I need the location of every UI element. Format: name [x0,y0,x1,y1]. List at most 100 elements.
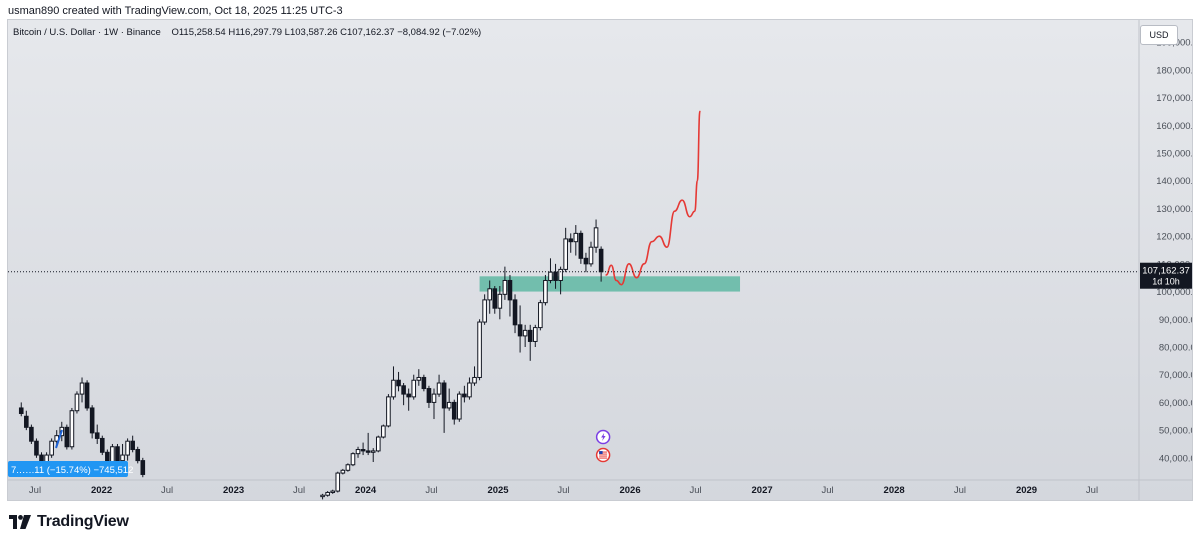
candle-body [568,238,574,243]
candle-body [120,454,125,462]
candle-body [462,393,467,398]
y-tick-label: 170,000.00 [1156,93,1193,104]
x-tick-label: Jul [293,485,305,496]
candle-body [79,382,85,395]
candle-body [573,232,579,243]
candle-body [457,393,462,420]
x-tick-label: 2023 [223,485,244,496]
projection-path[interactable] [605,110,701,286]
y-tick-label: 180,000.00 [1156,65,1193,76]
candle-body [335,472,341,492]
candle-body [49,440,54,456]
candle-body [416,376,422,381]
candle-body [64,426,70,448]
candle-body [548,271,553,281]
measure-tooltip-bg [8,461,128,477]
price-badge-value: 107,162.37 [1142,266,1190,277]
candle-body [411,379,417,398]
candle-body [360,449,366,452]
candle-body [340,469,346,474]
candle-body [507,279,513,301]
candle-body [24,415,29,428]
candle-body [578,232,584,259]
candle-body [553,271,558,281]
candle-body [426,388,432,403]
y-tick-label: 90,000.00 [1159,315,1193,326]
measure-tooltip-text: 7.‥‥.11 (−15.74%) −745,512 [11,465,133,476]
candle-body [441,382,447,409]
candle-body [375,436,381,452]
candle-body [497,293,503,309]
chart-area[interactable]: 40,000.00 50,000.00 60,000.00 70,000.00 80,0… [7,19,1193,501]
candle-body [538,302,543,329]
x-tick-label: Jul [425,485,437,496]
candle-body [89,407,95,434]
candle-body [345,464,351,471]
symbol-title[interactable]: Bitcoin / U.S. Dollar · 1W · Binance [13,27,161,38]
x-tick-label: Jul [161,485,173,496]
candle-body [482,299,487,323]
candle-body [436,382,442,395]
candle-body [563,238,568,270]
candle-body [446,401,452,409]
brand-name: TradingView [37,513,129,530]
us-flag-icon[interactable] [595,447,611,463]
candle-body [543,279,548,304]
x-tick-label: Jul [689,485,701,496]
candle-body [477,321,482,378]
candle-body [431,393,437,403]
y-tick-label: 50,000.00 [1159,426,1193,437]
y-tick-label: 150,000.00 [1156,149,1193,160]
candle-body [365,450,371,453]
candle-body [135,449,141,462]
candle-body [522,329,528,337]
event-lightning-icon[interactable] [595,429,611,445]
event-lightning-bolt [601,433,606,442]
candle-body [396,379,401,387]
x-tick-label: Jul [29,485,41,496]
candle-body [325,491,330,496]
candle-body [74,393,80,412]
candle-body [34,440,39,456]
price-badge-bg [1140,262,1192,289]
candle-body [386,396,391,427]
x-tick-label: Jul [557,485,569,496]
y-tick-label: 120,000.00 [1156,232,1193,243]
currency-button[interactable]: USD [1140,25,1178,45]
candle-body [492,288,498,309]
candle-body [451,401,457,420]
y-tick-label: 160,000.00 [1156,121,1193,132]
y-tick-label: 70,000.00 [1159,370,1193,381]
candle-body [69,410,75,448]
support-zone[interactable] [479,276,741,292]
candle-body [99,437,105,453]
tradingview-brand[interactable]: TradingView [9,513,129,531]
candle-body [330,490,336,493]
chart-caption: usman890 created with TradingView.com, O… [8,5,343,17]
y-tick-label: 60,000.00 [1159,398,1193,409]
candle-body [381,425,386,438]
y-tick-label: 100,000.00 [1156,287,1193,298]
candle-body [125,440,130,456]
candle-body [355,449,361,455]
candle-body [320,494,325,498]
candle-body [593,227,599,248]
measure-arrow [55,429,63,449]
candle-body [130,440,135,451]
candle-body [512,299,518,326]
x-tick-label: 2025 [487,485,509,496]
symbol-legend: Bitcoin / U.S. Dollar · 1W · Binance O11… [13,27,481,38]
price-chart[interactable]: 40,000.00 50,000.00 60,000.00 70,000.00 80,0… [8,20,1193,501]
candle-body [583,257,589,265]
candles-layer [18,219,604,500]
x-tick-label: Jul [954,485,966,496]
candle-body [115,446,120,462]
candle-body [350,453,356,466]
candle-body [370,450,376,453]
candle-body [472,376,477,384]
measure-tooltip: 7.‥‥.11 (−15.74%) −745,512 [8,461,133,477]
x-tick-label: 2022 [91,485,112,496]
y-tick-label: 40,000.00 [1159,453,1193,464]
candle-body [391,379,396,398]
